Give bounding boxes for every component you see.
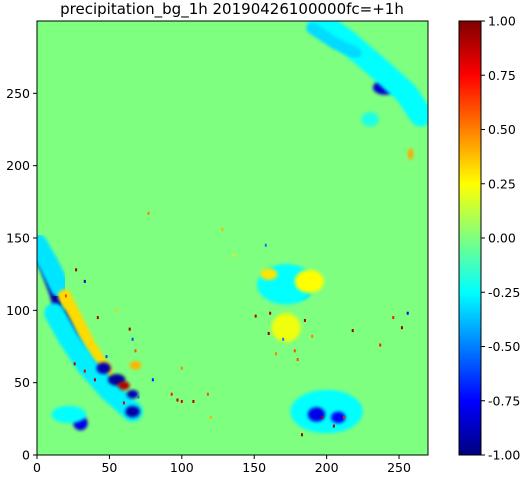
y-tick-label: 200	[6, 158, 30, 173]
heatmap-blob-13	[51, 405, 87, 424]
heatmap-speck-10	[192, 399, 195, 403]
x-axis: 0 50 100 150 200 250	[33, 455, 411, 475]
x-tick-label: 200	[315, 460, 339, 475]
heatmap-speck-15	[282, 337, 285, 341]
heatmap-speck-3	[128, 327, 131, 331]
heatmap-speck-17	[296, 358, 299, 362]
heatmap-blob-25	[407, 148, 414, 160]
x-tick-label: 150	[242, 460, 266, 475]
heatmap-speck-1	[83, 279, 86, 283]
x-tick-label: 100	[170, 460, 194, 475]
heatmap-speck-42	[180, 399, 183, 403]
heatmap-speck-39	[105, 355, 108, 359]
heatmap-speck-2	[96, 316, 99, 320]
heatmap-speck-31	[147, 211, 150, 215]
heatmap-speck-9	[180, 366, 183, 370]
heatmap-speck-21	[351, 329, 354, 333]
heatmap-speck-23	[392, 316, 395, 320]
heatmap-speck-40	[122, 401, 125, 405]
heatmap-speck-26	[301, 433, 304, 437]
colorbar-tick-label: 0.75	[488, 68, 516, 83]
heatmap-band-1	[37, 233, 71, 298]
heatmap-band-2	[57, 289, 114, 378]
heatmap-speck-14	[274, 352, 277, 356]
colorbar-axis: 1.00 0.75 0.50 0.25 0.00 -0.25 -0.50 -0.75 -1.00	[481, 14, 520, 463]
heatmap-blob-17	[260, 268, 278, 280]
heatmap-speck-8	[176, 398, 179, 402]
heatmap-speck-24	[400, 326, 403, 330]
heatmap-blob-26	[361, 112, 379, 127]
colorbar	[459, 21, 481, 455]
heatmap-blob-21	[330, 411, 346, 424]
heatmap-speck-16	[293, 349, 296, 353]
heatmap-speck-25	[406, 311, 409, 315]
heatmap-speck-38	[93, 378, 96, 382]
x-tick-label: 50	[101, 460, 117, 475]
colorbar-tick-label: 0.25	[488, 176, 516, 191]
heatmap-speck-41	[137, 395, 140, 399]
x-tick-label: 250	[387, 460, 411, 475]
heatmap-blob-19	[290, 389, 363, 434]
y-tick-label: 150	[6, 231, 30, 246]
heatmap-band-23	[307, 21, 428, 127]
heatmap-speck-19	[303, 318, 306, 322]
heatmap-band-24	[306, 22, 362, 59]
heatmap-blob-11	[129, 360, 142, 370]
heatmap-features	[37, 21, 428, 434]
heatmap-speck-12	[267, 331, 270, 335]
colorbar-tick-label: -0.50	[488, 339, 520, 354]
heatmap-speck-28	[332, 424, 335, 428]
heatmap-blob-20	[307, 407, 326, 422]
heatmap-speck-32	[221, 227, 224, 231]
colorbar-tick-label: 0.00	[488, 231, 516, 246]
heatmap-blob-10	[118, 381, 130, 390]
heatmap-speck-22	[379, 343, 382, 347]
heatmap-speck-43	[209, 415, 212, 419]
heatmap-speck-0	[75, 268, 78, 272]
heatmap-speck-35	[64, 294, 67, 298]
y-tick-label: 50	[14, 375, 30, 390]
heatmap-speck-37	[83, 369, 86, 373]
heatmap-blob-18	[271, 313, 301, 343]
heatmap-speck-20	[311, 334, 314, 338]
heatmap-blob-6	[96, 362, 111, 374]
heatmap-speck-5	[134, 349, 137, 353]
heatmap-blob-8	[126, 389, 139, 399]
y-tick-label: 100	[6, 303, 30, 318]
x-tick-label: 0	[33, 460, 41, 475]
heatmap-band-5	[44, 303, 143, 422]
heatmap-specks	[64, 211, 409, 437]
heatmap-speck-36	[73, 362, 76, 366]
heatmap-speck-13	[269, 311, 272, 315]
colorbar-tick-label: 0.50	[488, 122, 516, 137]
colorbar-tick-label: -0.75	[488, 393, 520, 408]
heatmap-speck-11	[206, 392, 209, 396]
heatmap-speck-18	[254, 314, 257, 318]
colorbar-tick-label: -0.25	[488, 285, 520, 300]
heatmap-blob-9	[125, 405, 140, 418]
heatmap-speck-4	[131, 337, 134, 341]
heatmap-speck-30	[264, 243, 267, 247]
y-axis: 0 50 100 150 200 250	[6, 86, 37, 463]
heatmap-speck-29	[343, 415, 346, 419]
colorbar-tick-label: -1.00	[488, 448, 520, 463]
chart-title: precipitation_bg_1h 20190426100000fc=+1h	[60, 0, 404, 19]
y-tick-label: 250	[6, 86, 30, 101]
heatmap-speck-6	[151, 378, 154, 382]
heatmap-blob-16	[294, 269, 324, 293]
colorbar-tick-label: 1.00	[488, 14, 516, 29]
heatmap-speck-7	[170, 392, 173, 396]
y-tick-label: 0	[22, 448, 30, 463]
heatmap-speck-33	[232, 253, 235, 257]
heatmap-speck-34	[115, 308, 118, 312]
heatmap-speck-27	[321, 415, 324, 419]
